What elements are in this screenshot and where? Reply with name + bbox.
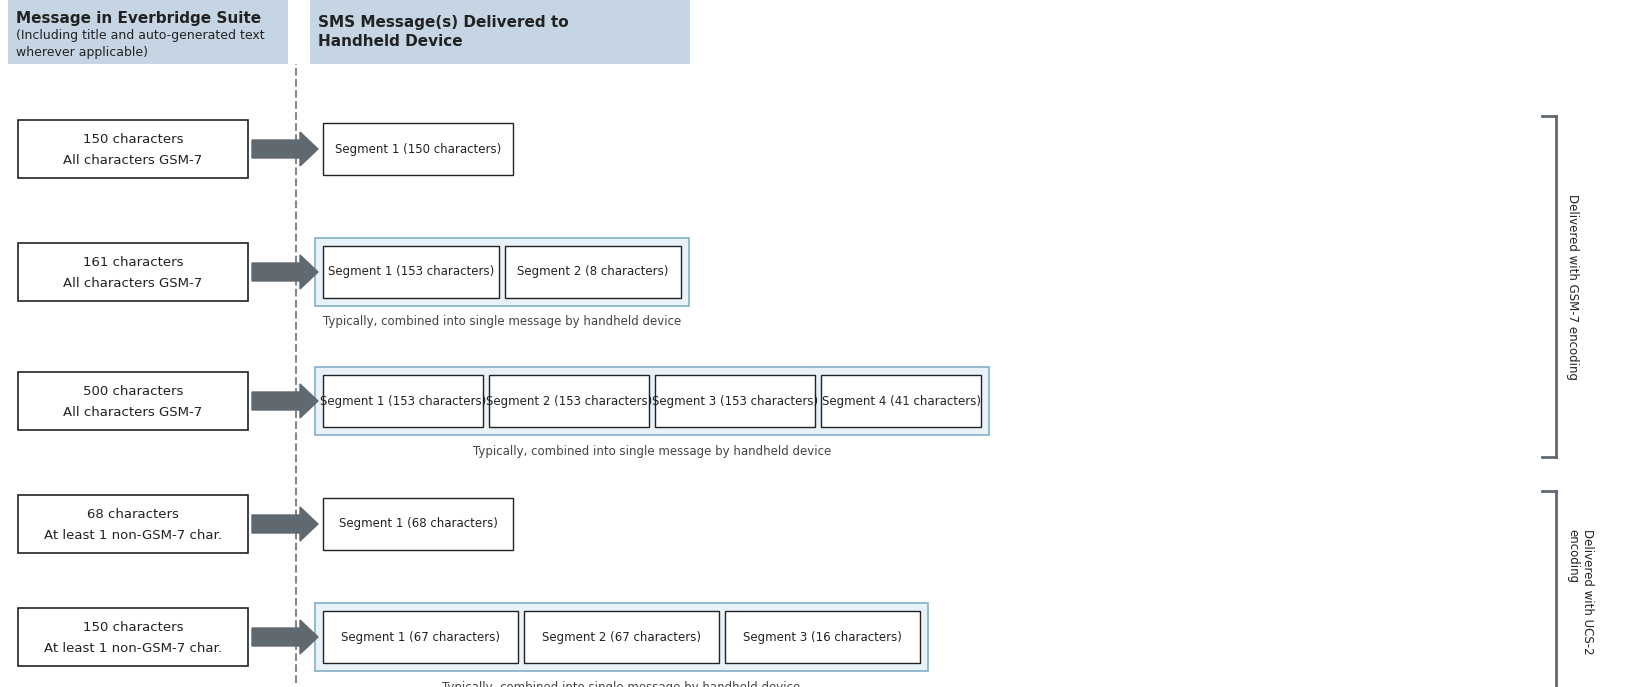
Polygon shape	[252, 255, 319, 289]
Text: Segment 2 (67 characters): Segment 2 (67 characters)	[541, 631, 701, 644]
Bar	[315, 367, 989, 435]
Bar	[18, 495, 249, 553]
Text: Segment 2 (153 characters): Segment 2 (153 characters)	[486, 394, 652, 407]
Text: All characters GSM-7: All characters GSM-7	[63, 154, 203, 167]
Text: Segment 1 (153 characters): Segment 1 (153 characters)	[320, 394, 486, 407]
Polygon shape	[252, 507, 319, 541]
Bar	[324, 123, 512, 175]
Bar	[18, 243, 249, 301]
Text: 150 characters: 150 characters	[83, 620, 184, 633]
Bar	[324, 498, 512, 550]
Bar	[489, 375, 649, 427]
Text: 161 characters: 161 characters	[83, 256, 184, 269]
Polygon shape	[252, 620, 319, 654]
Bar	[725, 611, 920, 663]
Text: (Including title and auto-generated text
wherever applicable): (Including title and auto-generated text…	[16, 29, 265, 59]
Bar	[324, 375, 483, 427]
Polygon shape	[252, 384, 319, 418]
Text: Typically, combined into single message by handheld device: Typically, combined into single message …	[442, 681, 800, 687]
Text: 500 characters: 500 characters	[83, 385, 184, 398]
Text: Delivered with GSM-7 encoding: Delivered with GSM-7 encoding	[1566, 194, 1579, 379]
Text: Typically, combined into single message by handheld device: Typically, combined into single message …	[324, 315, 681, 328]
Text: Segment 3 (16 characters): Segment 3 (16 characters)	[743, 631, 902, 644]
Text: Typically, combined into single message by handheld device: Typically, combined into single message …	[473, 444, 831, 458]
Text: Segment 3 (153 characters): Segment 3 (153 characters)	[652, 394, 818, 407]
Bar	[315, 238, 689, 306]
Text: Segment 1 (150 characters): Segment 1 (150 characters)	[335, 142, 501, 155]
Text: Message in Everbridge Suite: Message in Everbridge Suite	[16, 10, 262, 25]
Polygon shape	[252, 132, 319, 166]
Bar	[18, 608, 249, 666]
Bar	[18, 120, 249, 178]
Text: Segment 2 (8 characters): Segment 2 (8 characters)	[517, 265, 668, 278]
Bar	[8, 0, 288, 64]
Text: 68 characters: 68 characters	[88, 508, 179, 521]
Bar	[324, 246, 499, 298]
Bar	[821, 375, 980, 427]
Text: Segment 1 (153 characters): Segment 1 (153 characters)	[328, 265, 494, 278]
Text: SMS Message(s) Delivered to
Handheld Device: SMS Message(s) Delivered to Handheld Dev…	[319, 14, 569, 49]
Text: 150 characters: 150 characters	[83, 133, 184, 146]
Text: Segment 1 (68 characters): Segment 1 (68 characters)	[338, 517, 498, 530]
Bar	[524, 611, 719, 663]
Text: All characters GSM-7: All characters GSM-7	[63, 277, 203, 290]
Text: At least 1 non-GSM-7 char.: At least 1 non-GSM-7 char.	[44, 642, 221, 655]
Bar	[324, 611, 519, 663]
Text: Segment 4 (41 characters): Segment 4 (41 characters)	[821, 394, 980, 407]
Bar	[506, 246, 681, 298]
Text: At least 1 non-GSM-7 char.: At least 1 non-GSM-7 char.	[44, 529, 221, 542]
Bar	[311, 0, 689, 64]
Bar	[18, 372, 249, 430]
Bar	[655, 375, 815, 427]
Text: All characters GSM-7: All characters GSM-7	[63, 406, 203, 419]
Text: Delivered with UCS-2
encoding: Delivered with UCS-2 encoding	[1566, 529, 1593, 655]
Text: Segment 1 (67 characters): Segment 1 (67 characters)	[341, 631, 501, 644]
Bar	[315, 603, 928, 671]
